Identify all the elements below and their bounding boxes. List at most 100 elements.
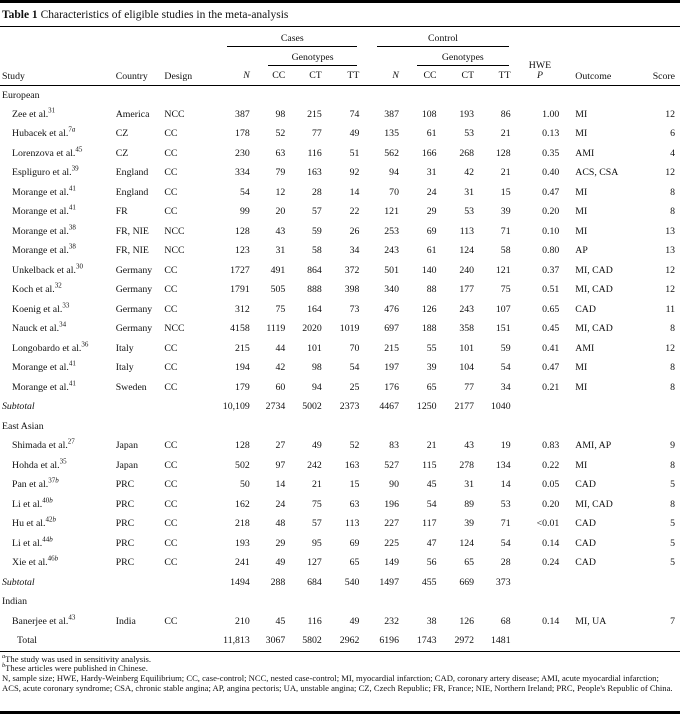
cell-control-n: 562: [384, 147, 399, 159]
cell-study: Banerjee et al.43: [12, 613, 76, 627]
cell-hwe-p: 0.14: [542, 615, 560, 627]
study-row: Lorenzova et al.45 CZ CC 230 63 116 51 562 166 26…: [0, 144, 680, 164]
cell-cases-tt: 49: [349, 615, 360, 627]
cell-control-cc: 29: [426, 206, 437, 218]
col-header-cases-cc: CC: [257, 66, 294, 86]
cell-control-cc: 108: [421, 108, 437, 120]
cell-control-n: 1497: [379, 576, 399, 588]
cell-control-n: 90: [389, 479, 399, 491]
cell-cases-n: 1727: [230, 264, 250, 276]
cell-cases-n: 123: [235, 245, 250, 257]
cell-design: NCC: [164, 225, 185, 237]
cell-country: PRC: [115, 537, 135, 549]
cell-cases-ct: 5802: [302, 635, 322, 647]
cell-design: CC: [164, 557, 178, 569]
cell-cases-ct: 59: [312, 225, 322, 237]
cell-cases-ct: 116: [307, 615, 322, 627]
cell-outcome: MI, CAD: [575, 284, 613, 296]
cell-cases-cc: 75: [275, 303, 286, 315]
cell-cases-ct: 57: [312, 518, 322, 530]
cell-country: FR: [115, 206, 128, 218]
cell-cases-cc: 14: [275, 479, 286, 491]
cell-study: Unkelback et al.30: [12, 262, 83, 276]
cell-design: CC: [164, 264, 178, 276]
cell-cases-n: 502: [235, 459, 250, 471]
cell-score: 13: [665, 245, 675, 257]
cell-study: Longobardo et al.36: [12, 340, 89, 354]
cell-control-n: 4467: [379, 401, 399, 413]
cell-score: 12: [665, 284, 675, 296]
study-ref-superscript: 7a: [68, 125, 76, 134]
cell-control-tt: 1040: [491, 401, 511, 413]
cell-control-ct: 53: [464, 128, 475, 140]
cell-hwe-p: [519, 631, 566, 651]
cell-control-n: 83: [389, 440, 399, 452]
cell-control-n: 243: [384, 245, 399, 257]
cell-control-cc: 47: [426, 537, 437, 549]
cell-cases-n: 178: [235, 128, 250, 140]
cell-control-tt: 86: [500, 108, 511, 120]
study-row: Zee et al.31 America NCC 387 98 215 74 387 108 19…: [0, 105, 680, 125]
section-row: European: [0, 85, 680, 105]
study-ref-superscript: 43: [68, 613, 76, 622]
cell-cases-ct: 164: [307, 303, 322, 315]
footnote-line: N, sample size; HWE, Hardy-Weinberg Equi…: [2, 673, 673, 693]
cell-cases-n: 4158: [230, 323, 250, 335]
cell-control-ct: 278: [459, 459, 475, 471]
cell-cases-tt: 15: [349, 479, 360, 491]
cell-study: Xie et al.46b: [12, 554, 59, 569]
cell-cases-n: 50: [239, 479, 250, 491]
cell-cases-n: 218: [235, 518, 250, 530]
cell-control-ct: 177: [459, 284, 475, 296]
study-row: Li et al.40b PRC CC 162 24 75 63 196 54 89 53 0.20 M…: [0, 495, 680, 515]
genotypes-label: Genotypes: [416, 52, 509, 66]
cell-score: 4: [670, 147, 675, 159]
cell-cases-tt: 113: [345, 518, 360, 530]
cell-control-tt: 21: [500, 128, 511, 140]
study-row: Morange et al.38 FR, NIE NCC 128 43 59 26 253 69…: [0, 222, 680, 242]
cell-control-cc: 55: [426, 342, 437, 354]
cell-control-n: 135: [384, 128, 399, 140]
cell-control-tt: 21: [500, 167, 511, 179]
cell-control-tt: 75: [500, 284, 511, 296]
cell-score: 5: [670, 537, 675, 549]
cell-cases-n: 10,109: [222, 401, 250, 413]
cell-cases-cc: 288: [270, 576, 286, 588]
cell-control-cc: 140: [421, 264, 437, 276]
cell-control-cc: 21: [426, 440, 437, 452]
study-ref-superscript: 31: [48, 106, 56, 115]
cell-cases-tt: 372: [344, 264, 360, 276]
cell-control-n: 340: [384, 284, 399, 296]
cell-control-tt: 28: [500, 557, 511, 569]
table-title-text: Characteristics of eligible studies in t…: [40, 9, 289, 21]
cell-cases-ct: 49: [312, 440, 322, 452]
cell-outcome: CAD: [575, 537, 596, 549]
col-header-cases-n: N: [217, 66, 258, 86]
cell-score: 8: [670, 186, 675, 198]
study-ref-superscript: 33: [62, 301, 70, 310]
cell-outcome: CAD: [575, 557, 596, 569]
cell-cases-cc: 45: [275, 615, 286, 627]
studies-table: Study Country Design Cases Control HWE P…: [0, 27, 680, 651]
cell-cases-n: 11,813: [223, 635, 250, 647]
cell-cases-cc: 27: [275, 440, 286, 452]
cell-cases-ct: 98: [312, 362, 322, 374]
cell-study: Morange et al.38: [12, 242, 76, 257]
col-header-design: Design: [164, 27, 218, 86]
cell-control-n: 697: [384, 323, 399, 335]
cell-score: [638, 397, 680, 417]
cell-hwe-p: 0.40: [542, 167, 560, 179]
section-label: East Asian: [2, 420, 44, 432]
cell-outcome: MI: [575, 362, 588, 374]
cell-hwe-p: 0.14: [542, 537, 560, 549]
cell-design: CC: [164, 479, 178, 491]
cell-control-n: 387: [384, 108, 399, 120]
cell-score: [638, 631, 680, 651]
cell-cases-tt: 51: [349, 147, 360, 159]
cell-control-cc: 39: [426, 362, 437, 374]
spacer-cell: [367, 47, 407, 66]
cell-cases-cc: 491: [270, 264, 286, 276]
cell-country: PRC: [115, 557, 135, 569]
cell-cases-n: 193: [235, 537, 250, 549]
cell-hwe-p: 0.65: [542, 303, 560, 315]
